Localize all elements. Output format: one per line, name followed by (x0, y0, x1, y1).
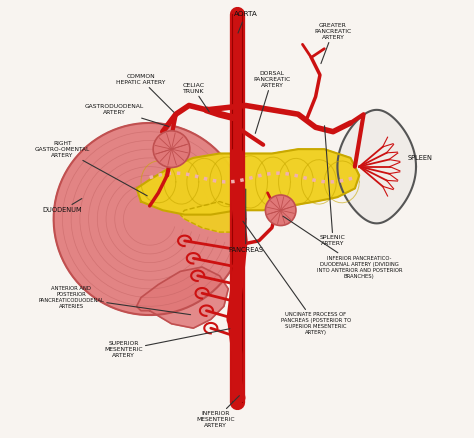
Polygon shape (137, 149, 359, 215)
Text: PANCREAS: PANCREAS (228, 189, 263, 253)
Polygon shape (180, 201, 237, 232)
Text: ANTERIOR AND
POSTERIOR
PANCREATICODUODENAL
ARTERIES: ANTERIOR AND POSTERIOR PANCREATICODUODEN… (38, 286, 191, 314)
Polygon shape (337, 110, 416, 223)
Circle shape (153, 131, 190, 167)
Text: RIGHT
GASTRO-OMENTAL
ARTERY: RIGHT GASTRO-OMENTAL ARTERY (35, 141, 147, 196)
Text: CELIAC
TRUNK: CELIAC TRUNK (182, 82, 209, 112)
Text: GASTRODUODENAL
ARTERY: GASTRODUODENAL ARTERY (85, 104, 169, 127)
Circle shape (265, 195, 296, 226)
Text: AORTA: AORTA (234, 11, 258, 33)
Text: SUPERIOR
MESENTERIC
ARTERY: SUPERIOR MESENTERIC ARTERY (104, 328, 230, 358)
Text: DUODENUM: DUODENUM (43, 198, 82, 213)
Text: SPLEEN: SPLEEN (408, 155, 433, 161)
Text: SPLENIC
ARTERY: SPLENIC ARTERY (320, 126, 346, 246)
Polygon shape (54, 123, 246, 315)
Text: INFERIOR PANCREATICO-
DUODENAL ARTERY (DIVIDING
INTO ANTERIOR AND POSTERIOR
BRAN: INFERIOR PANCREATICO- DUODENAL ARTERY (D… (283, 216, 402, 279)
Text: COMMON
HEPATIC ARTERY: COMMON HEPATIC ARTERY (116, 74, 174, 112)
Text: UNCINATE PROCESS OF
PANCREAS (POSTERIOR TO
SUPERIOR MESENTERIC
ARTERY): UNCINATE PROCESS OF PANCREAS (POSTERIOR … (243, 221, 351, 335)
Text: INFERIOR
MESENTERIC
ARTERY: INFERIOR MESENTERIC ARTERY (196, 396, 239, 428)
Text: GREATER
PANCREATIC
ARTERY: GREATER PANCREATIC ARTERY (314, 23, 352, 64)
Polygon shape (137, 267, 228, 328)
Text: DORSAL
PANCREATIC
ARTERY: DORSAL PANCREATIC ARTERY (254, 71, 291, 134)
